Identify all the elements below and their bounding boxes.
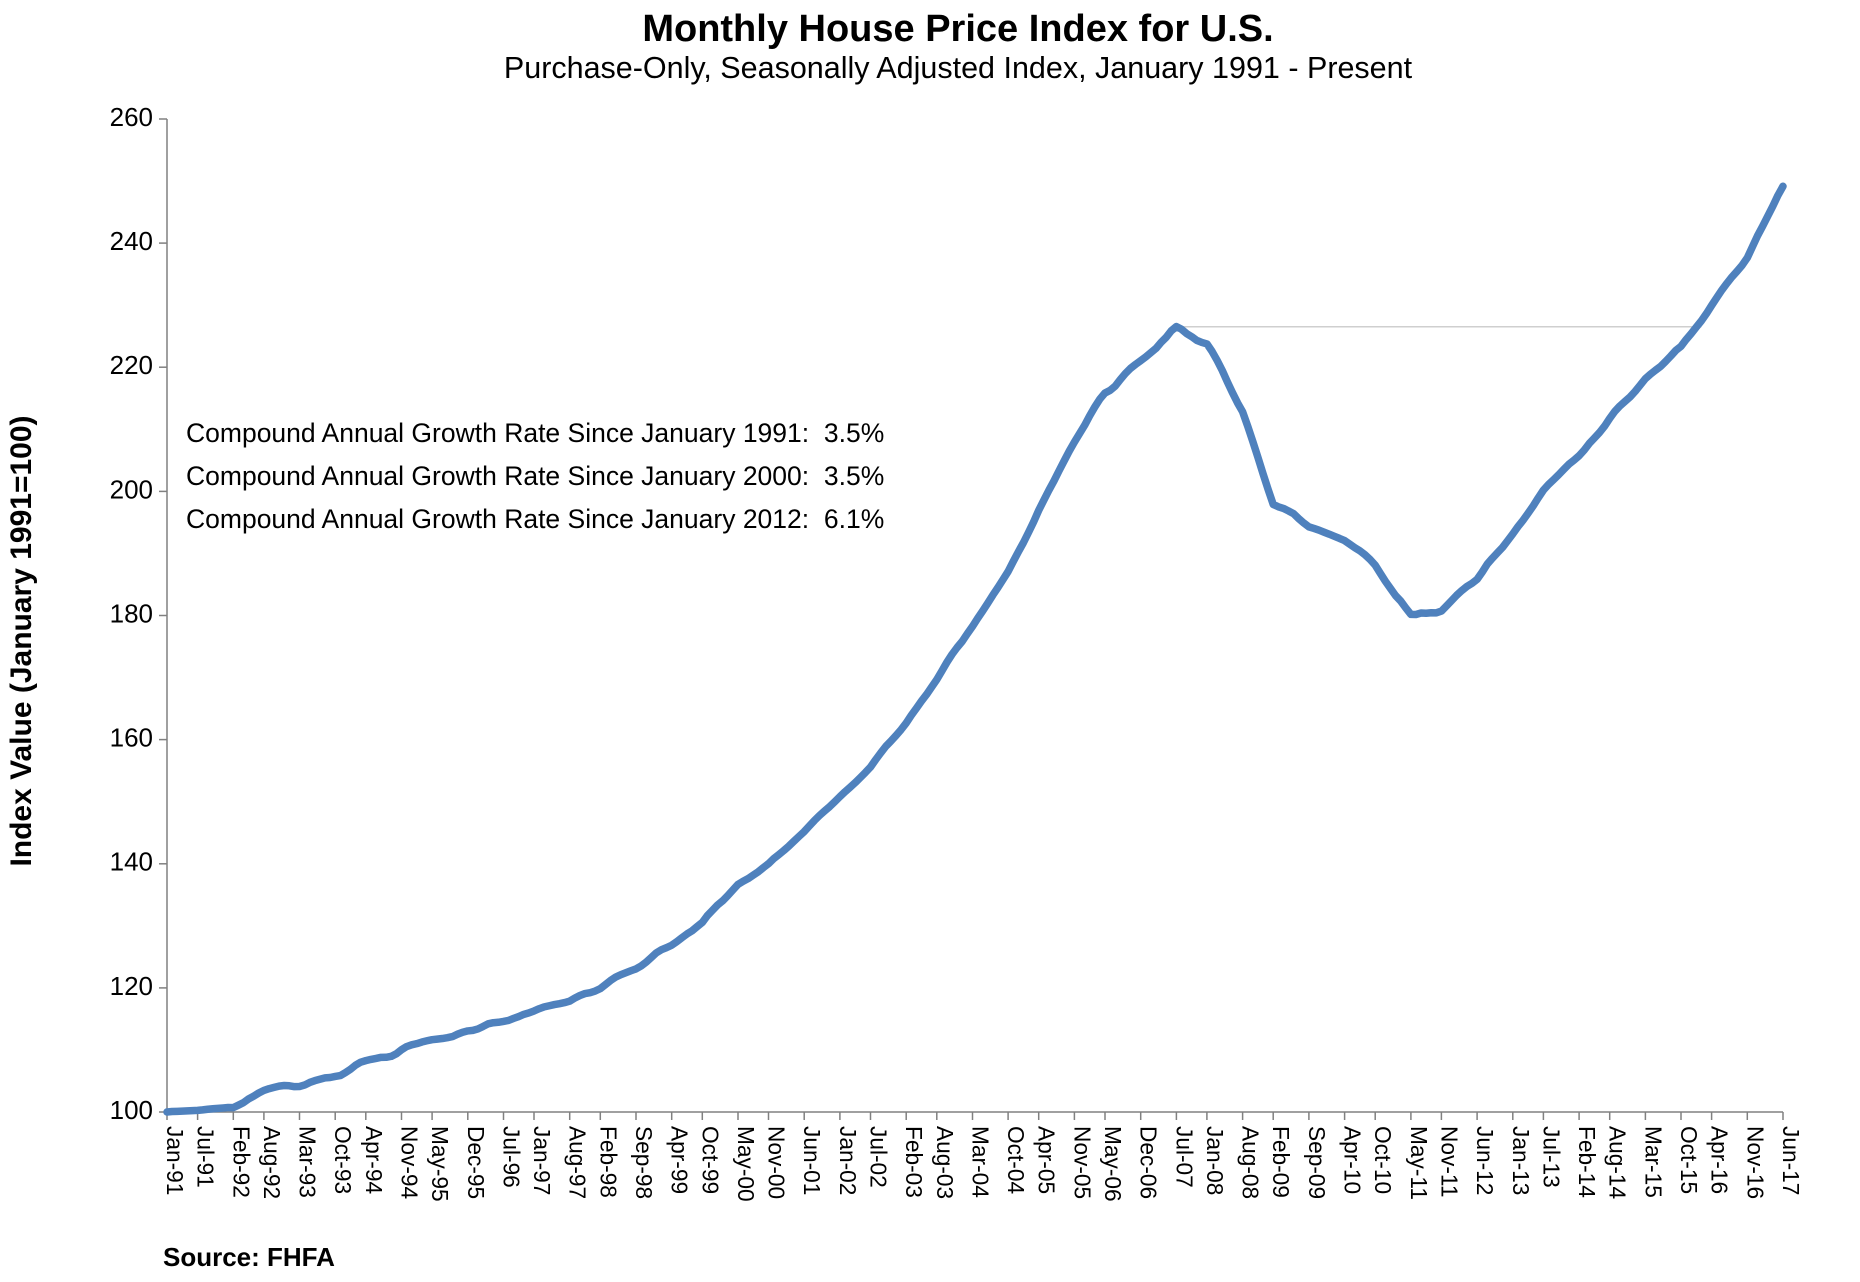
svg-text:Aug-03: Aug-03 (932, 1126, 958, 1199)
svg-text:Jan-91: Jan-91 (162, 1126, 188, 1195)
svg-text:Feb-14: Feb-14 (1574, 1126, 1600, 1198)
svg-text:Feb-09: Feb-09 (1268, 1126, 1294, 1198)
svg-text:Aug-14: Aug-14 (1605, 1126, 1631, 1199)
svg-text:Aug-08: Aug-08 (1238, 1126, 1264, 1199)
svg-text:Jul-91: Jul-91 (193, 1126, 219, 1188)
svg-text:260: 260 (110, 102, 153, 132)
svg-text:Aug-97: Aug-97 (565, 1126, 591, 1199)
svg-text:May-11: May-11 (1406, 1126, 1432, 1200)
svg-text:Jun-17: Jun-17 (1778, 1126, 1804, 1195)
svg-text:Mar-04: Mar-04 (968, 1126, 994, 1198)
svg-text:120: 120 (110, 971, 153, 1001)
svg-text:Apr-10: Apr-10 (1340, 1126, 1366, 1194)
svg-text:Nov-94: Nov-94 (397, 1126, 423, 1199)
svg-text:Oct-99: Oct-99 (697, 1126, 723, 1194)
svg-text:Mar-15: Mar-15 (1640, 1126, 1666, 1198)
svg-text:Dec-06: Dec-06 (1136, 1126, 1162, 1199)
svg-text:140: 140 (110, 847, 153, 877)
svg-text:May-95: May-95 (427, 1126, 453, 1202)
svg-text:240: 240 (110, 226, 153, 256)
svg-text:May-06: May-06 (1100, 1126, 1126, 1202)
svg-text:Sep-09: Sep-09 (1304, 1126, 1330, 1199)
svg-text:Oct-10: Oct-10 (1370, 1126, 1396, 1194)
svg-text:100: 100 (110, 1095, 153, 1125)
svg-text:Nov-11: Nov-11 (1436, 1126, 1462, 1197)
svg-text:180: 180 (110, 598, 153, 628)
svg-text:Apr-16: Apr-16 (1707, 1126, 1733, 1194)
svg-text:Jun-01: Jun-01 (799, 1126, 825, 1195)
svg-text:May-00: May-00 (733, 1126, 759, 1202)
svg-text:Feb-03: Feb-03 (901, 1126, 927, 1198)
svg-text:Apr-99: Apr-99 (667, 1126, 693, 1194)
svg-text:160: 160 (110, 722, 153, 752)
svg-text:Nov-05: Nov-05 (1069, 1126, 1095, 1199)
svg-text:Apr-05: Apr-05 (1034, 1126, 1060, 1194)
svg-text:Jan-97: Jan-97 (529, 1126, 555, 1195)
svg-text:Apr-94: Apr-94 (361, 1126, 387, 1194)
svg-text:Mar-93: Mar-93 (295, 1126, 321, 1198)
svg-text:Oct-93: Oct-93 (330, 1126, 356, 1194)
svg-text:Oct-15: Oct-15 (1676, 1126, 1702, 1194)
svg-text:Jul-02: Jul-02 (866, 1126, 892, 1188)
svg-text:Jan-13: Jan-13 (1508, 1126, 1534, 1195)
svg-text:Aug-92: Aug-92 (259, 1126, 285, 1199)
svg-text:220: 220 (110, 350, 153, 380)
svg-text:Jun-12: Jun-12 (1472, 1126, 1498, 1195)
svg-text:Jan-02: Jan-02 (835, 1126, 861, 1195)
svg-text:Jul-07: Jul-07 (1171, 1126, 1197, 1188)
svg-text:Feb-92: Feb-92 (228, 1126, 254, 1198)
svg-text:Nov-16: Nov-16 (1742, 1126, 1768, 1199)
svg-text:Jul-96: Jul-96 (499, 1126, 525, 1188)
svg-text:Sep-98: Sep-98 (631, 1126, 657, 1199)
svg-text:200: 200 (110, 474, 153, 504)
svg-text:Feb-98: Feb-98 (595, 1126, 621, 1198)
svg-text:Dec-95: Dec-95 (463, 1126, 489, 1199)
svg-text:Oct-04: Oct-04 (1003, 1126, 1029, 1194)
svg-text:Jan-08: Jan-08 (1202, 1126, 1228, 1195)
svg-text:Nov-00: Nov-00 (764, 1126, 790, 1199)
svg-text:Jul-13: Jul-13 (1538, 1126, 1564, 1188)
